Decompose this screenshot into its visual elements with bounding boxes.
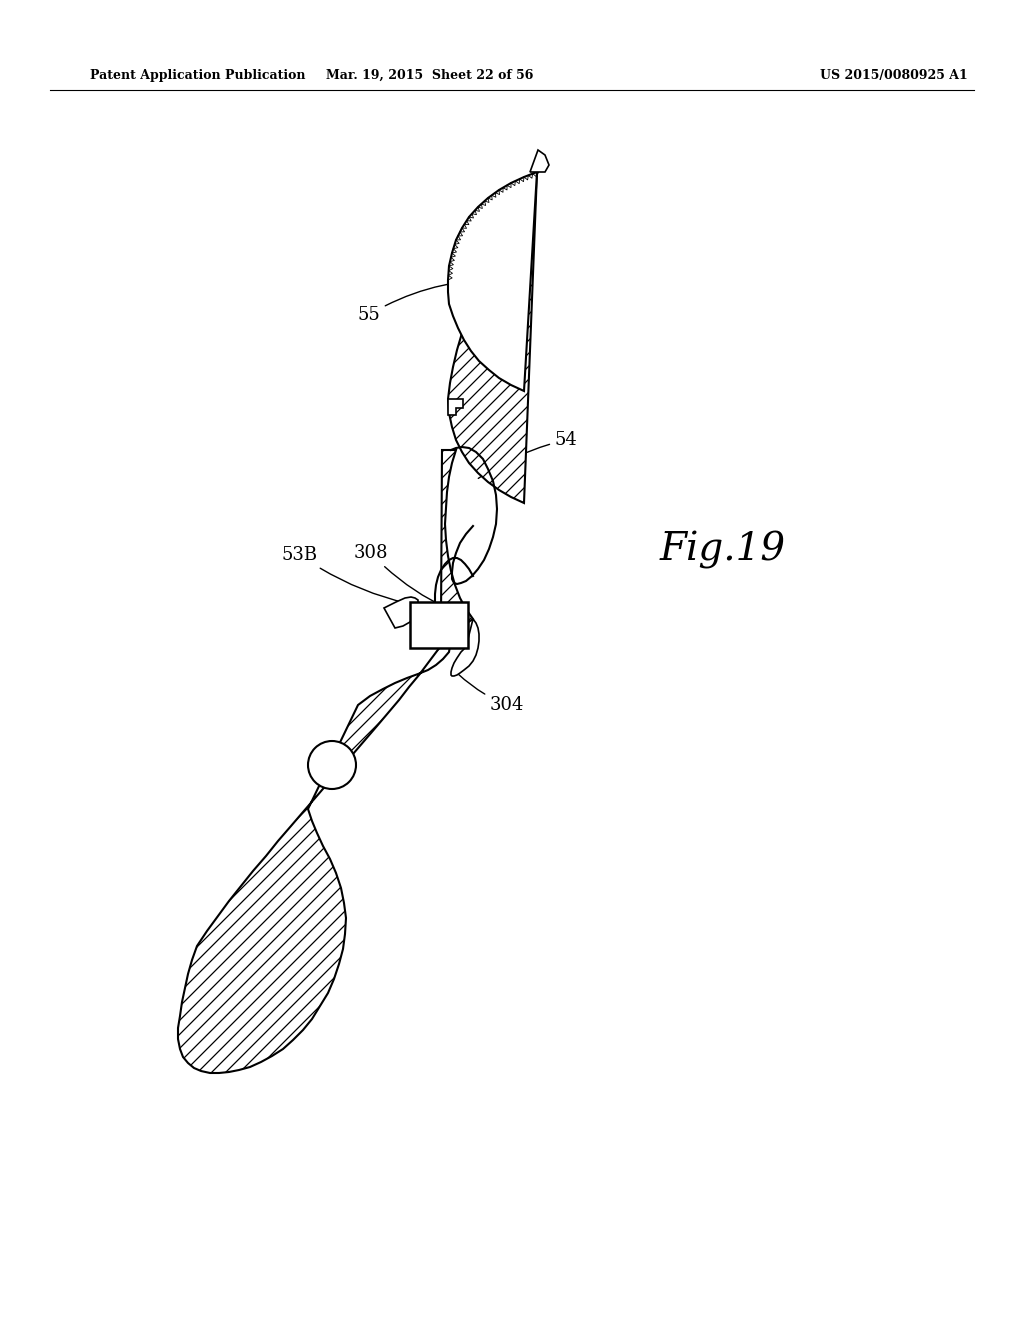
Text: Mar. 19, 2015  Sheet 22 of 56: Mar. 19, 2015 Sheet 22 of 56 <box>327 69 534 82</box>
Text: 308: 308 <box>353 544 447 609</box>
Text: 53B: 53B <box>282 546 408 603</box>
Polygon shape <box>178 630 453 1073</box>
Polygon shape <box>384 597 418 628</box>
Polygon shape <box>449 172 538 503</box>
Text: 54: 54 <box>478 432 578 478</box>
Bar <box>410 602 468 648</box>
Text: 55: 55 <box>357 280 503 323</box>
Polygon shape <box>440 450 473 632</box>
Polygon shape <box>449 172 537 391</box>
Polygon shape <box>449 399 463 414</box>
Circle shape <box>308 741 356 789</box>
Text: 304: 304 <box>458 675 524 714</box>
Text: Fig.19: Fig.19 <box>660 531 786 569</box>
Text: US 2015/0080925 A1: US 2015/0080925 A1 <box>820 69 968 82</box>
Text: Patent Application Publication: Patent Application Publication <box>90 69 305 82</box>
Polygon shape <box>451 619 479 676</box>
Polygon shape <box>530 150 549 172</box>
